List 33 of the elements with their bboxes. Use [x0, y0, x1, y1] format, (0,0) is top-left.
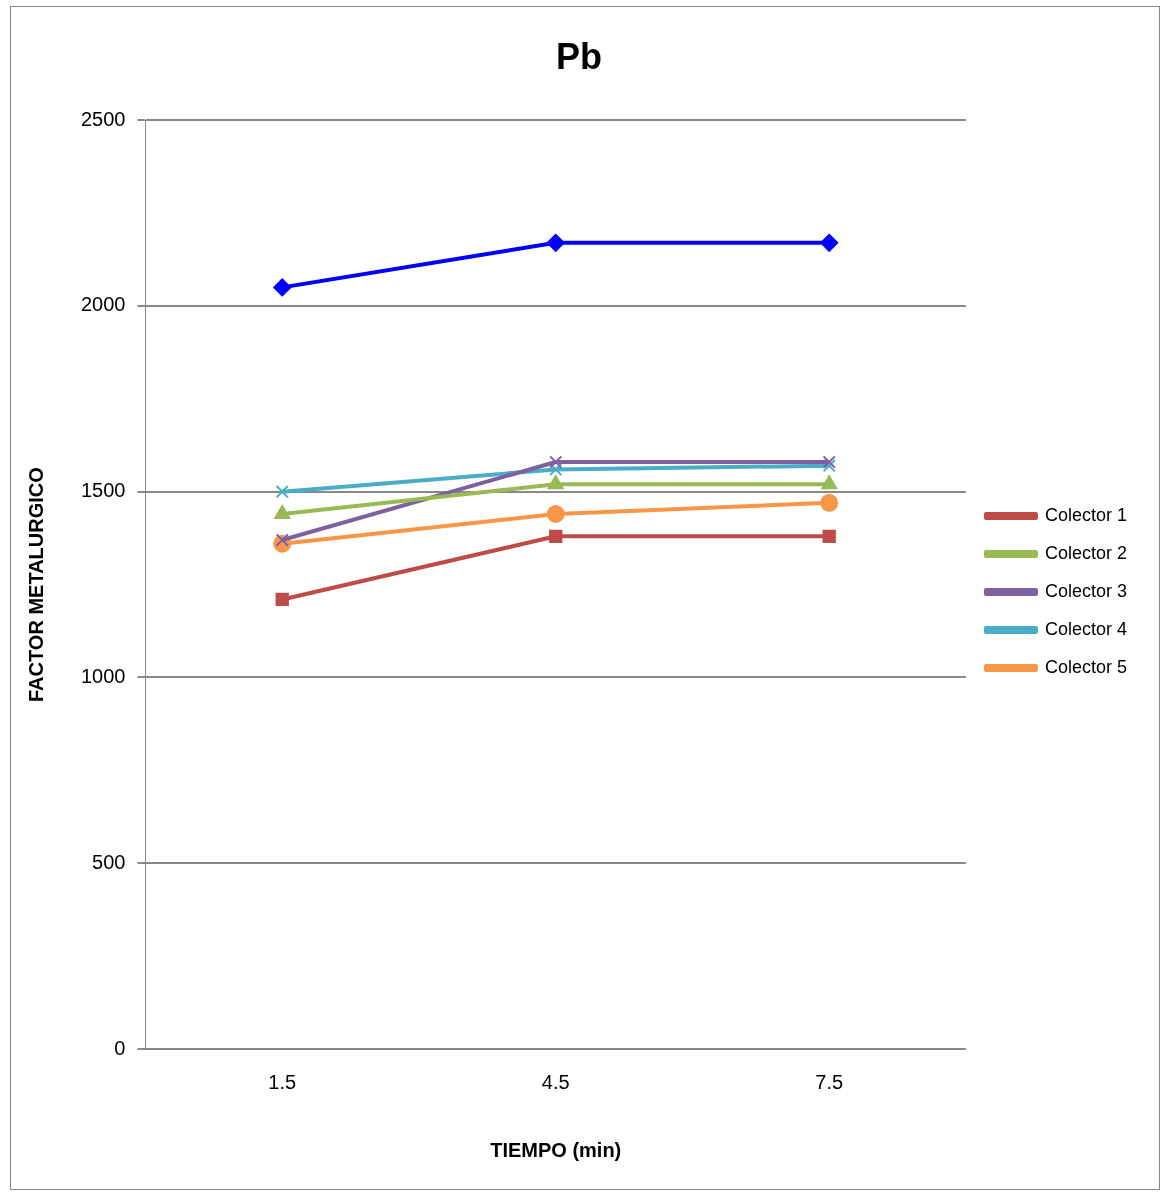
y-tick-label: 2500: [80, 107, 126, 130]
point: [820, 493, 839, 512]
point: [546, 233, 565, 252]
y-tick-label: 2000: [80, 293, 126, 316]
point: [547, 475, 564, 490]
point: [275, 485, 289, 499]
x-tick-label: 7.5: [815, 1070, 844, 1093]
point: [546, 505, 565, 524]
point: [821, 475, 838, 490]
y-tick-label: 1500: [80, 479, 126, 502]
x-tick-label: 4.5: [541, 1070, 570, 1093]
point: [275, 592, 289, 607]
point: [549, 455, 563, 469]
point: [822, 459, 836, 473]
legend-label: Colector 3: [1044, 580, 1128, 601]
legend-label: Colector 4: [1044, 618, 1128, 639]
y-tick-label: 1000: [80, 665, 126, 687]
chart-title: Pb: [555, 35, 603, 77]
y-tick-label: 500: [92, 850, 126, 873]
legend-label: Colector 5: [1044, 656, 1128, 677]
legend-label: Colector 2: [1044, 542, 1128, 563]
legend-label: Colector 1: [1044, 504, 1128, 525]
y-axis-title: FACTOR METALURGICO: [24, 467, 47, 703]
point: [820, 233, 839, 252]
point: [273, 278, 292, 297]
y-tick-label: 0: [114, 1036, 126, 1059]
point: [822, 529, 836, 543]
x-axis-title: TIEMPO (min): [490, 1138, 622, 1161]
point: [549, 529, 563, 543]
point: [822, 455, 836, 469]
point: [549, 462, 563, 477]
point: [274, 505, 291, 520]
x-tick-label: 1.5: [268, 1070, 297, 1093]
